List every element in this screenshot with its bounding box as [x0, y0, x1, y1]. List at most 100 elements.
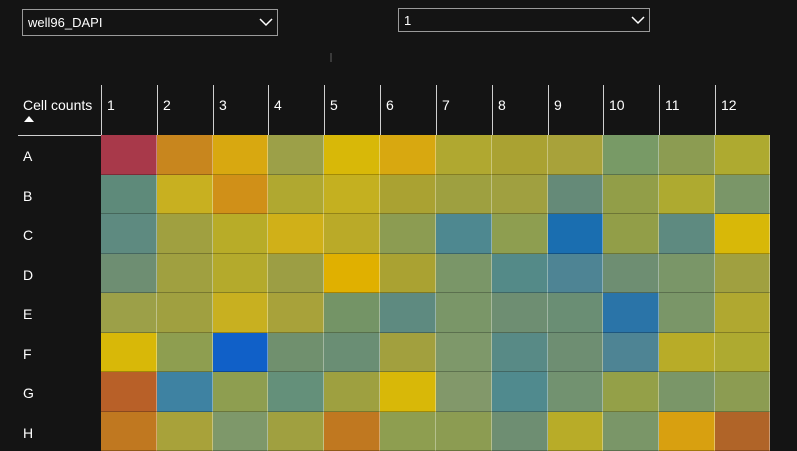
well-cell-B4[interactable] [268, 175, 324, 215]
well-cell-C2[interactable] [157, 214, 213, 254]
column-header-3[interactable]: 3 [213, 85, 268, 135]
well-cell-E3[interactable] [213, 293, 268, 333]
well-cell-E6[interactable] [380, 293, 436, 333]
well-cell-D7[interactable] [436, 254, 492, 294]
column-header-2[interactable]: 2 [157, 85, 213, 135]
well-cell-H1[interactable] [101, 412, 157, 451]
well-cell-H7[interactable] [436, 412, 492, 451]
well-cell-E2[interactable] [157, 293, 213, 333]
column-header-6[interactable]: 6 [380, 85, 436, 135]
well-cell-B7[interactable] [436, 175, 492, 215]
well-cell-G2[interactable] [157, 372, 213, 412]
well-cell-G9[interactable] [548, 372, 603, 412]
well-cell-F4[interactable] [268, 333, 324, 373]
well-cell-F3[interactable] [213, 333, 268, 373]
well-cell-B10[interactable] [603, 175, 659, 215]
well-cell-B5[interactable] [324, 175, 380, 215]
well-cell-C12[interactable] [715, 214, 770, 254]
well-cell-D8[interactable] [492, 254, 548, 294]
well-cell-H4[interactable] [268, 412, 324, 451]
column-header-1[interactable]: 1 [101, 85, 157, 135]
well-cell-C10[interactable] [603, 214, 659, 254]
well-cell-B6[interactable] [380, 175, 436, 215]
column-header-8[interactable]: 8 [492, 85, 548, 135]
well-cell-F2[interactable] [157, 333, 213, 373]
well-cell-D2[interactable] [157, 254, 213, 294]
well-cell-G6[interactable] [380, 372, 436, 412]
well-cell-G11[interactable] [659, 372, 715, 412]
field-dropdown[interactable]: 1 [398, 8, 650, 32]
well-cell-F11[interactable] [659, 333, 715, 373]
well-cell-F9[interactable] [548, 333, 603, 373]
well-cell-B9[interactable] [548, 175, 603, 215]
well-cell-B12[interactable] [715, 175, 770, 215]
well-cell-A1[interactable] [101, 135, 157, 175]
well-cell-C8[interactable] [492, 214, 548, 254]
well-cell-C7[interactable] [436, 214, 492, 254]
well-cell-E12[interactable] [715, 293, 770, 333]
well-cell-G3[interactable] [213, 372, 268, 412]
well-cell-D1[interactable] [101, 254, 157, 294]
well-cell-E4[interactable] [268, 293, 324, 333]
well-cell-F5[interactable] [324, 333, 380, 373]
well-cell-A3[interactable] [213, 135, 268, 175]
well-cell-G5[interactable] [324, 372, 380, 412]
well-cell-H3[interactable] [213, 412, 268, 451]
well-cell-H10[interactable] [603, 412, 659, 451]
well-cell-H12[interactable] [715, 412, 770, 451]
cell-counts-header[interactable]: Cell counts [18, 85, 101, 135]
well-cell-G10[interactable] [603, 372, 659, 412]
well-cell-C4[interactable] [268, 214, 324, 254]
well-cell-F8[interactable] [492, 333, 548, 373]
well-cell-A8[interactable] [492, 135, 548, 175]
column-header-9[interactable]: 9 [548, 85, 603, 135]
well-cell-A11[interactable] [659, 135, 715, 175]
well-cell-C3[interactable] [213, 214, 268, 254]
well-cell-A2[interactable] [157, 135, 213, 175]
well-cell-F7[interactable] [436, 333, 492, 373]
well-cell-G1[interactable] [101, 372, 157, 412]
well-cell-D10[interactable] [603, 254, 659, 294]
column-header-11[interactable]: 11 [659, 85, 715, 135]
column-header-5[interactable]: 5 [324, 85, 380, 135]
well-cell-B8[interactable] [492, 175, 548, 215]
column-header-12[interactable]: 12 [715, 85, 770, 135]
well-cell-A5[interactable] [324, 135, 380, 175]
well-cell-H6[interactable] [380, 412, 436, 451]
well-cell-D5[interactable] [324, 254, 380, 294]
well-cell-F1[interactable] [101, 333, 157, 373]
well-cell-B1[interactable] [101, 175, 157, 215]
well-cell-H11[interactable] [659, 412, 715, 451]
well-cell-G12[interactable] [715, 372, 770, 412]
well-cell-A9[interactable] [548, 135, 603, 175]
well-cell-D11[interactable] [659, 254, 715, 294]
well-cell-D4[interactable] [268, 254, 324, 294]
well-cell-H9[interactable] [548, 412, 603, 451]
well-cell-B2[interactable] [157, 175, 213, 215]
well-cell-C9[interactable] [548, 214, 603, 254]
well-cell-E7[interactable] [436, 293, 492, 333]
well-cell-E5[interactable] [324, 293, 380, 333]
well-cell-A12[interactable] [715, 135, 770, 175]
well-cell-H8[interactable] [492, 412, 548, 451]
well-cell-G4[interactable] [268, 372, 324, 412]
well-cell-C5[interactable] [324, 214, 380, 254]
well-cell-D9[interactable] [548, 254, 603, 294]
well-cell-A7[interactable] [436, 135, 492, 175]
well-cell-H2[interactable] [157, 412, 213, 451]
well-cell-F12[interactable] [715, 333, 770, 373]
well-cell-A6[interactable] [380, 135, 436, 175]
well-cell-F6[interactable] [380, 333, 436, 373]
well-cell-G7[interactable] [436, 372, 492, 412]
well-cell-E9[interactable] [548, 293, 603, 333]
well-cell-B3[interactable] [213, 175, 268, 215]
well-cell-G8[interactable] [492, 372, 548, 412]
well-cell-C1[interactable] [101, 214, 157, 254]
well-cell-D6[interactable] [380, 254, 436, 294]
well-cell-A4[interactable] [268, 135, 324, 175]
well-cell-D3[interactable] [213, 254, 268, 294]
well-dropdown[interactable]: well96_DAPI [22, 9, 278, 36]
well-cell-B11[interactable] [659, 175, 715, 215]
well-cell-H5[interactable] [324, 412, 380, 451]
well-cell-F10[interactable] [603, 333, 659, 373]
